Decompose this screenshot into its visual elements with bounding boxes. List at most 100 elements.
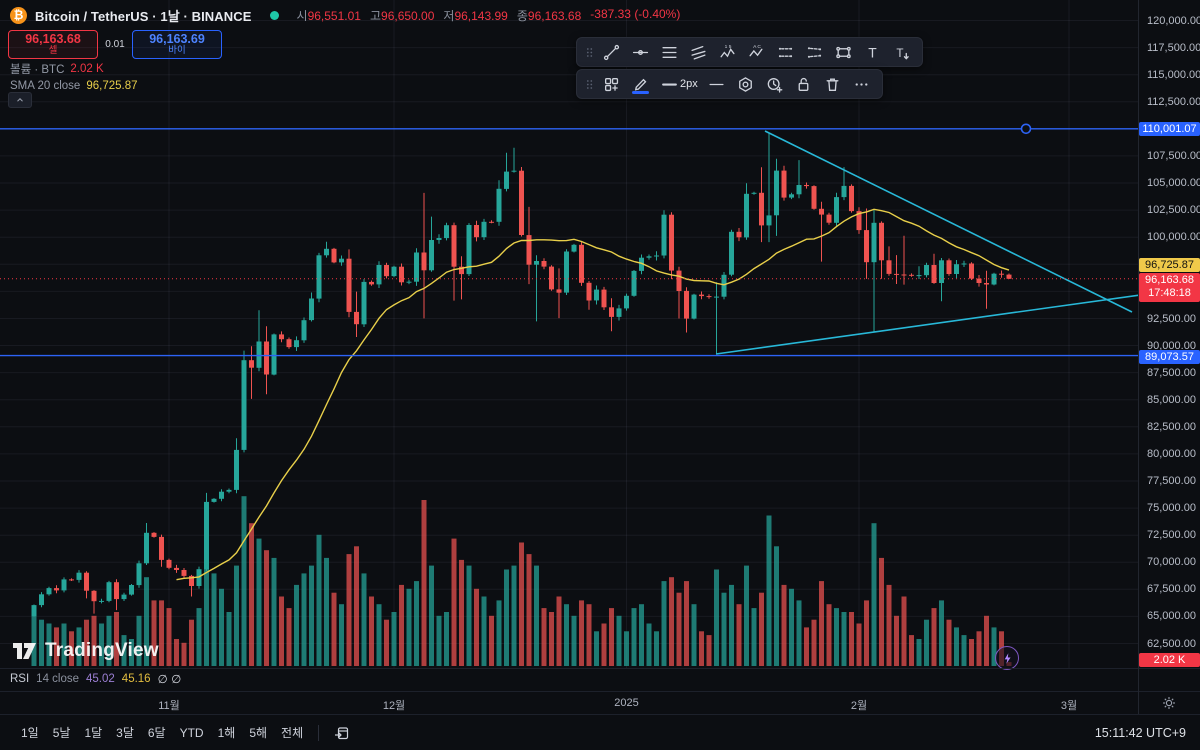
price-tick: 80,000.00: [1147, 447, 1196, 460]
range-button-1달[interactable]: 1달: [84, 726, 103, 740]
svg-text:1 5: 1 5: [725, 44, 732, 50]
rsi-value-1: 45.02: [86, 673, 115, 685]
price-label[interactable]: 96,163.68 17:48:18: [1139, 273, 1200, 303]
color-pencil-icon[interactable]: [626, 71, 655, 97]
settings-gear-icon[interactable]: [731, 71, 760, 97]
price-tick: 120,000.00: [1147, 14, 1200, 27]
change-value: -387.33 (-0.40%): [590, 6, 681, 21]
time-tick: 2월: [850, 700, 868, 712]
range-button-1일[interactable]: 1일: [21, 726, 39, 740]
bottom-toolbar: 1일 5날 1달 3달 6달 YTD 1해 5해 전체 15:11:42 UTC+9: [0, 715, 1200, 750]
rsi-empty-values: ∅ ∅: [157, 672, 182, 686]
sell-button[interactable]: 96,163.68 셀: [8, 30, 98, 59]
go-to-date-icon: [334, 726, 348, 739]
sma-legend[interactable]: SMA 20 close 96,725.87: [10, 80, 138, 92]
svg-text:T: T: [868, 44, 877, 60]
time-axis-settings-gear-icon[interactable]: [1160, 695, 1178, 710]
drag-handle-icon[interactable]: [583, 71, 597, 97]
spread-value: 0.01: [105, 39, 125, 50]
price-tick: 117,500.00: [1147, 41, 1200, 54]
time-tick: 2025: [614, 697, 639, 709]
xabcd-pattern-icon[interactable]: [771, 39, 800, 65]
market-status-dot-icon: [269, 10, 279, 20]
price-tick: 87,500.00: [1147, 366, 1196, 379]
price-label[interactable]: 89,073.57: [1139, 350, 1200, 364]
trend-line-drawing: [764, 130, 1133, 313]
price-tick: 115,000.00: [1147, 68, 1200, 81]
quick-trade-lightning-button[interactable]: [995, 646, 1019, 670]
price-tick: 70,000.00: [1147, 556, 1196, 569]
trend-line-icon[interactable]: [597, 39, 626, 65]
price-tick: 90,000.00: [1147, 339, 1196, 352]
go-to-date-button[interactable]: [327, 720, 356, 746]
horizontal-line-icon[interactable]: [626, 39, 655, 65]
range-button-5날[interactable]: 5날: [52, 726, 71, 740]
collapse-legend-button[interactable]: [8, 92, 32, 108]
range-button-YTD[interactable]: YTD: [179, 725, 204, 740]
alert-add-icon[interactable]: [760, 71, 789, 97]
buy-button[interactable]: 96,163.69 바이: [132, 30, 222, 59]
symbol-title[interactable]: Bitcoin / TetherUS · 1날 · BINANCE: [35, 8, 252, 24]
lightning-icon: [1004, 652, 1011, 664]
watermark-text: TradingView: [45, 640, 159, 661]
rectangle-icon[interactable]: [829, 39, 858, 65]
elliott-correction-icon[interactable]: A C: [742, 39, 771, 65]
price-tick: 62,500.00: [1147, 637, 1196, 650]
template-add-icon[interactable]: [597, 71, 626, 97]
price-tick: 67,500.00: [1147, 583, 1196, 596]
price-tick: 65,000.00: [1147, 610, 1196, 623]
abcd-pattern-icon[interactable]: [800, 39, 829, 65]
price-tick: 105,000.00: [1147, 177, 1200, 189]
volume-value: 2.02 K: [70, 63, 104, 75]
toolbar-divider: [318, 724, 320, 741]
fib-channel-icon[interactable]: [684, 39, 713, 65]
price-tick: 77,500.00: [1147, 475, 1196, 487]
price-tick: 100,000.00: [1147, 231, 1200, 244]
range-button-전체[interactable]: 전체: [281, 726, 304, 740]
price-tick: 107,500.00: [1147, 149, 1200, 162]
price-axis[interactable]: 120,000.00 117,500.00 115,000.00 112,500.00…: [1138, 0, 1200, 714]
drag-handle-icon[interactable]: [583, 39, 597, 65]
line-width-icon[interactable]: [655, 71, 684, 97]
drawing-toolbar-row-1: 1 5 A C T T: [576, 37, 923, 67]
line-style-icon[interactable]: [702, 71, 731, 97]
more-icon[interactable]: [847, 71, 876, 97]
sma-value: 96,725.87: [86, 80, 138, 92]
trend-line-drawing: [715, 294, 1138, 355]
chevron-up-icon: [17, 98, 23, 102]
pane-separator[interactable]: [0, 668, 1200, 669]
time-axis-separator: [0, 691, 1200, 692]
range-button-3달[interactable]: 3달: [116, 726, 134, 740]
trash-icon[interactable]: [818, 71, 847, 97]
elliott-impulse-icon[interactable]: 1 5: [713, 39, 742, 65]
fib-retracement-icon[interactable]: [655, 39, 684, 65]
price-tick: 112,500.00: [1147, 95, 1200, 108]
rsi-value-2: 45.16: [121, 673, 151, 685]
selected-color-swatch: [632, 91, 649, 94]
range-button-1해[interactable]: 1해: [217, 726, 236, 740]
price-label[interactable]: 96,725.87: [1139, 258, 1200, 272]
price-tick: 85,000.00: [1147, 393, 1196, 406]
anchored-text-icon[interactable]: T: [887, 39, 916, 65]
price-chart-canvas[interactable]: [0, 0, 1138, 668]
line-width-value[interactable]: 2px: [680, 78, 698, 90]
volume-legend[interactable]: 볼륨 · BTC 2.02 K: [10, 63, 104, 76]
tradingview-watermark: TradingView: [12, 638, 159, 664]
tradingview-logo-icon: [13, 643, 36, 659]
price-label[interactable]: 110,001.07: [1139, 122, 1200, 136]
range-button-6달[interactable]: 6달: [147, 726, 166, 740]
symbol-header: ₿ Bitcoin / TetherUS · 1날 · BINANCE 시96,…: [10, 6, 680, 24]
price-label[interactable]: 2.02 K: [1139, 653, 1200, 667]
drawing-toolbar-row-2: 2px: [576, 69, 883, 99]
text-icon[interactable]: T: [858, 39, 887, 65]
lock-icon[interactable]: [789, 71, 818, 97]
time-tick: 12월: [382, 700, 406, 712]
range-buttons: 1일 5날 1달 3달 6달 YTD 1해 5해 전체: [14, 720, 310, 745]
price-tick: 92,500.00: [1147, 312, 1196, 325]
ohlc-values: 시96,551.01 고96,650.00 저96,143.99 종96,163…: [296, 6, 681, 23]
rsi-legend[interactable]: RSI 14 close 45.02 45.16 ∅ ∅: [10, 672, 182, 686]
clock[interactable]: 15:11:42 UTC+9: [1094, 725, 1186, 740]
range-button-5해[interactable]: 5해: [249, 726, 268, 740]
time-tick: 3월: [1060, 700, 1078, 712]
drawing-anchor-handle: [1020, 123, 1032, 135]
